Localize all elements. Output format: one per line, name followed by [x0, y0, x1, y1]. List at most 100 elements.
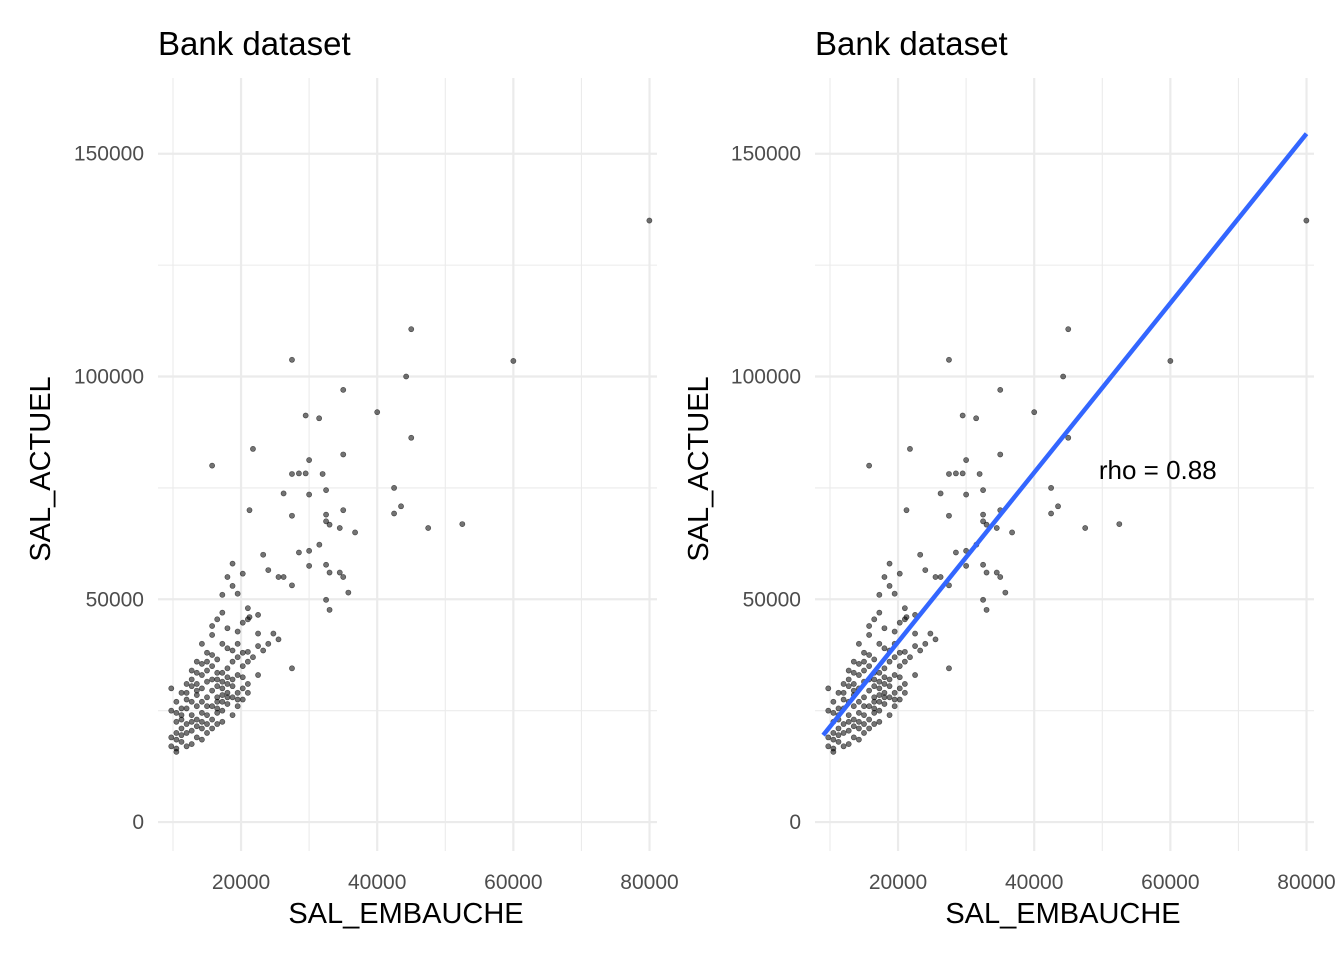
data-point — [845, 683, 852, 690]
data-point — [850, 669, 857, 676]
data-point — [871, 698, 878, 705]
data-point — [917, 647, 924, 654]
data-point — [214, 698, 221, 705]
data-point — [881, 625, 888, 632]
data-point — [993, 525, 1000, 531]
data-point — [398, 503, 404, 510]
data-point — [840, 689, 847, 696]
data-point — [1048, 484, 1054, 491]
data-point — [219, 692, 226, 698]
data-point — [922, 640, 929, 647]
data-point — [193, 658, 200, 665]
data-point — [876, 678, 883, 685]
data-point — [886, 560, 893, 567]
data-point — [224, 625, 231, 632]
y-axis-title: SAL_ACTUEL — [25, 376, 57, 561]
data-point — [861, 730, 867, 736]
data-point — [856, 725, 862, 732]
data-point — [932, 636, 939, 643]
data-point — [845, 712, 852, 719]
data-point — [932, 574, 939, 580]
data-point — [173, 709, 180, 716]
data-point — [316, 415, 323, 422]
data-point — [244, 605, 251, 612]
data-point — [250, 654, 256, 661]
data-point — [178, 705, 185, 712]
data-point — [204, 649, 210, 656]
data-point — [188, 718, 195, 725]
data-point — [199, 685, 205, 692]
data-point — [976, 471, 983, 477]
data-point — [850, 681, 857, 687]
data-point — [193, 681, 200, 687]
data-point — [861, 667, 867, 674]
data-point — [173, 698, 180, 705]
data-point — [876, 707, 883, 714]
data-point — [319, 471, 326, 477]
data-point — [229, 676, 236, 683]
data-point — [861, 703, 867, 710]
data-point — [907, 654, 913, 661]
data-point — [871, 683, 878, 690]
data-point — [861, 721, 867, 727]
data-point — [901, 658, 908, 665]
data-point — [183, 743, 190, 750]
data-point — [209, 703, 216, 710]
data-point — [209, 716, 216, 723]
data-point — [229, 560, 236, 567]
data-point — [881, 701, 888, 707]
data-point — [183, 730, 190, 736]
data-point — [937, 574, 944, 580]
data-point — [250, 446, 256, 452]
data-point — [302, 412, 309, 419]
data-point — [340, 574, 347, 580]
data-point — [1055, 503, 1061, 510]
data-point — [830, 736, 837, 743]
data-point — [876, 591, 883, 598]
data-point — [830, 730, 837, 736]
data-point — [340, 451, 347, 458]
y-tick-label: 100000 — [74, 366, 144, 389]
data-point — [946, 665, 952, 672]
data-point — [234, 654, 241, 661]
data-point — [265, 640, 272, 647]
data-point — [209, 652, 216, 658]
data-point — [219, 678, 226, 685]
data-point — [840, 696, 847, 703]
data-point — [219, 698, 226, 705]
data-point — [289, 665, 295, 672]
data-point — [255, 630, 261, 637]
data-point — [825, 734, 832, 741]
data-point — [1082, 525, 1089, 531]
data-point — [323, 518, 329, 525]
data-point — [861, 658, 867, 665]
data-point — [850, 703, 857, 710]
data-point — [912, 630, 918, 637]
data-point — [856, 698, 862, 705]
y-tick-labels: 0 50000 100000 150000 — [731, 143, 801, 834]
data-point — [830, 709, 837, 716]
data-point — [219, 609, 226, 616]
data-point — [214, 721, 221, 727]
data-point — [302, 470, 309, 477]
data-point — [835, 705, 842, 712]
data-point — [856, 718, 862, 725]
data-point — [239, 674, 246, 681]
data-point — [845, 741, 852, 747]
data-point — [825, 685, 832, 692]
y-tick-label: 50000 — [86, 588, 144, 611]
data-point — [280, 490, 287, 497]
data-point — [845, 718, 852, 725]
data-point — [983, 569, 990, 576]
data-point — [188, 727, 195, 734]
data-point — [193, 723, 200, 730]
data-point — [199, 725, 205, 732]
data-point — [340, 507, 347, 514]
data-point — [881, 574, 888, 580]
data-point — [896, 696, 903, 703]
data-point — [871, 656, 878, 663]
data-point — [193, 669, 200, 676]
data-point — [850, 723, 857, 730]
data-point — [980, 518, 986, 525]
data-point — [214, 676, 221, 683]
